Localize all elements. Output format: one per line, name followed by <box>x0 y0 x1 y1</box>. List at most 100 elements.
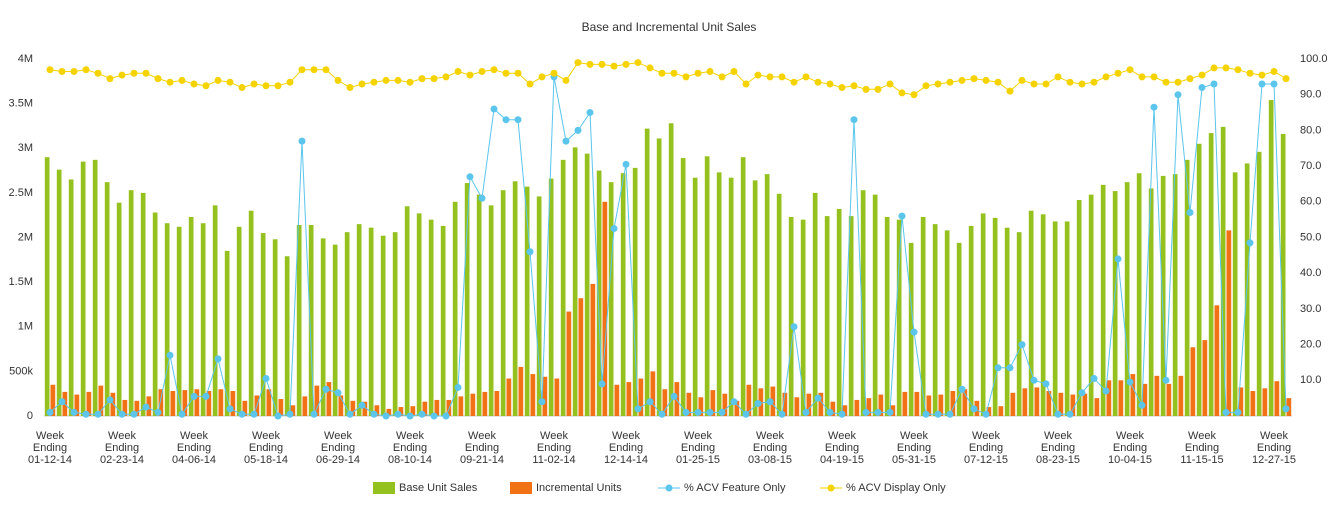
bar <box>572 147 578 417</box>
line-point <box>1090 78 1098 86</box>
line-point <box>1234 66 1242 74</box>
line-point <box>322 385 330 393</box>
line-point <box>562 76 570 84</box>
line-point <box>1102 73 1110 81</box>
bar <box>938 394 944 416</box>
x-tick-label: Week Ending 02-23-14 <box>100 430 144 466</box>
line-point <box>1174 91 1182 99</box>
line-point <box>790 78 798 86</box>
bar <box>344 232 350 416</box>
bar <box>992 217 998 416</box>
bar <box>698 397 704 416</box>
line-point <box>922 410 930 418</box>
bar <box>662 389 668 416</box>
legend-swatch <box>373 482 395 494</box>
line-point <box>370 410 378 418</box>
bar <box>1016 232 1022 416</box>
bar <box>686 392 692 416</box>
line-point <box>58 67 66 75</box>
bar <box>128 190 134 416</box>
bar <box>1208 133 1214 416</box>
line-point <box>1210 64 1218 72</box>
line-point <box>538 73 546 81</box>
line-point <box>682 73 690 81</box>
line-point <box>226 78 234 86</box>
line-point <box>370 78 378 86</box>
line-point <box>238 410 246 418</box>
bar <box>818 392 824 416</box>
line-point <box>1090 375 1098 383</box>
bar <box>602 201 608 416</box>
line-point <box>1102 387 1110 395</box>
line-point <box>1078 389 1086 397</box>
bar <box>92 159 98 417</box>
bar <box>50 384 56 416</box>
line-point <box>46 66 54 74</box>
bar <box>350 400 356 416</box>
line-point <box>82 410 90 418</box>
line-point <box>418 75 426 83</box>
bar <box>182 390 188 416</box>
line-point <box>1270 80 1278 88</box>
y2-tick-label: 30.0 <box>1300 303 1321 315</box>
line-point <box>70 67 78 75</box>
line-point <box>850 82 858 90</box>
y-tick-label: 3M <box>18 142 33 154</box>
line-point <box>1018 341 1026 349</box>
bar <box>524 186 530 416</box>
bar <box>1106 380 1112 416</box>
x-tick-label: Week Ending 11-15-15 <box>1180 430 1223 466</box>
line-point <box>1030 376 1038 384</box>
bar <box>392 232 398 416</box>
x-tick-label: Week Ending 11-02-14 <box>532 430 575 466</box>
bar <box>122 399 128 416</box>
bar <box>1046 391 1052 416</box>
bar <box>386 408 392 416</box>
x-tick-label: Week Ending 08-23-15 <box>1036 430 1080 466</box>
line-point <box>706 67 714 75</box>
line-point <box>334 389 342 397</box>
line-point <box>634 405 642 413</box>
bar <box>722 393 728 416</box>
line-point <box>958 385 966 393</box>
bar <box>1124 182 1130 416</box>
bar <box>1280 133 1286 416</box>
bar <box>794 397 800 416</box>
bar <box>728 177 734 416</box>
line-point <box>190 80 198 88</box>
bar <box>1058 392 1064 416</box>
line-point <box>910 328 918 336</box>
line-point <box>670 69 678 77</box>
line-point <box>202 82 210 90</box>
line-point <box>1126 66 1134 74</box>
bar <box>1184 159 1190 417</box>
bar <box>1166 383 1172 416</box>
line-point <box>106 396 114 404</box>
y2-tick-label: 10.0 <box>1300 374 1321 386</box>
y-tick-label: 3.5M <box>9 98 33 110</box>
line-point <box>934 80 942 88</box>
bar <box>44 157 50 417</box>
bar <box>332 244 338 416</box>
y2-tick-label: 90.0 <box>1300 89 1321 101</box>
line-point <box>1066 410 1074 418</box>
bar <box>434 399 440 416</box>
line-point <box>1198 71 1206 79</box>
line-point <box>682 408 690 416</box>
line-point <box>622 160 630 168</box>
bar <box>1202 340 1208 416</box>
x-tick-label: Week Ending 12-14-14 <box>604 430 648 466</box>
bar <box>1226 230 1232 416</box>
bar <box>86 391 92 416</box>
line-point <box>334 76 342 84</box>
bar <box>608 182 614 416</box>
bar <box>476 194 482 416</box>
line-point <box>718 73 726 81</box>
line-point <box>826 80 834 88</box>
bar <box>1100 184 1106 416</box>
x-tick-label: Week Ending 08-10-14 <box>388 430 432 466</box>
line-point <box>478 194 486 202</box>
line <box>49 76 1287 417</box>
bar <box>830 401 836 416</box>
bar <box>1148 188 1154 416</box>
